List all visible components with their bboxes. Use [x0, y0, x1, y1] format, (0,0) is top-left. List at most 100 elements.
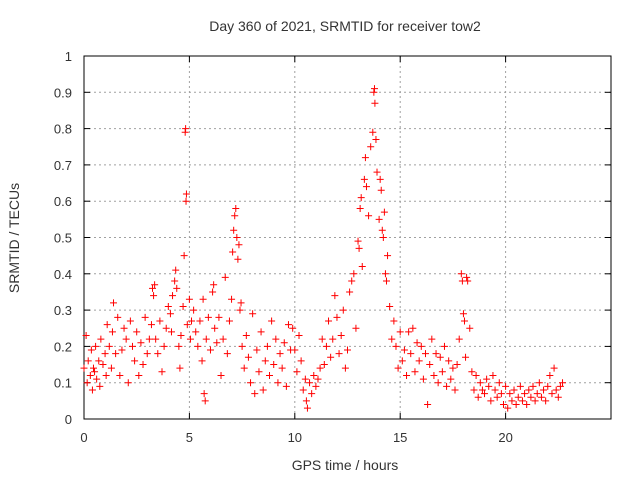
- data-point: [373, 168, 381, 176]
- data-point: [529, 382, 537, 390]
- data-point: [371, 99, 379, 107]
- y-tick-label: 0.6: [54, 194, 72, 209]
- data-point: [225, 317, 233, 325]
- data-point: [171, 277, 179, 285]
- data-point: [186, 335, 194, 343]
- data-point: [86, 371, 94, 379]
- data-point: [409, 324, 417, 332]
- y-axis-label: SRMTID / TECUs: [6, 183, 22, 293]
- data-point: [201, 397, 209, 405]
- data-point: [556, 382, 564, 390]
- data-point: [451, 386, 459, 394]
- data-point: [400, 346, 408, 354]
- data-point: [360, 175, 368, 183]
- y-tick-label: 0.1: [54, 376, 72, 391]
- data-point: [481, 390, 489, 398]
- data-point: [394, 364, 402, 372]
- data-point: [202, 335, 210, 343]
- data-point: [128, 342, 136, 350]
- data-point: [219, 335, 227, 343]
- data-point: [497, 390, 505, 398]
- data-point: [182, 125, 190, 133]
- data-point: [114, 313, 122, 321]
- data-point: [554, 393, 562, 401]
- data-point: [131, 357, 139, 365]
- data-point: [177, 332, 185, 340]
- data-point: [126, 317, 134, 325]
- data-point: [415, 357, 423, 365]
- data-point: [506, 390, 514, 398]
- data-point: [434, 379, 442, 387]
- data-point: [282, 382, 290, 390]
- data-point: [302, 397, 310, 405]
- data-point: [322, 342, 330, 350]
- x-axis-label: GPS time / hours: [292, 457, 399, 473]
- data-point: [261, 357, 269, 365]
- data-point: [289, 324, 297, 332]
- data-point: [93, 375, 101, 383]
- data-point: [531, 397, 539, 405]
- data-point: [167, 328, 175, 336]
- data-point: [375, 215, 383, 223]
- data-point: [276, 350, 284, 358]
- x-tick-label: 15: [393, 430, 407, 445]
- data-point: [145, 335, 153, 343]
- data-point: [548, 390, 556, 398]
- data-point: [247, 379, 255, 387]
- data-point: [154, 350, 162, 358]
- data-point: [124, 379, 132, 387]
- data-point: [535, 379, 543, 387]
- data-point: [166, 310, 174, 318]
- data-point: [235, 241, 243, 249]
- data-point: [192, 328, 200, 336]
- data-point: [372, 135, 380, 143]
- data-point: [158, 368, 166, 376]
- data-point: [102, 371, 110, 379]
- data-point: [462, 353, 470, 361]
- x-tick-label: 10: [288, 430, 302, 445]
- data-point: [188, 317, 196, 325]
- data-point: [270, 361, 278, 369]
- data-point: [242, 332, 250, 340]
- data-point: [306, 379, 314, 387]
- data-point: [337, 332, 345, 340]
- data-point: [291, 346, 299, 354]
- data-point: [295, 332, 303, 340]
- data-point: [483, 375, 491, 383]
- y-tick-label: 1: [65, 49, 72, 64]
- data-point: [176, 364, 184, 372]
- data-point: [470, 386, 478, 394]
- data-point: [83, 379, 91, 387]
- data-point: [228, 295, 236, 303]
- data-point: [333, 313, 341, 321]
- data-point: [510, 386, 518, 394]
- data-point: [152, 335, 160, 343]
- data-point: [80, 364, 88, 372]
- data-point: [459, 310, 467, 318]
- data-point: [308, 390, 316, 398]
- data-point: [453, 361, 461, 369]
- data-point: [91, 368, 99, 376]
- data-point: [417, 342, 425, 350]
- data-point: [149, 284, 157, 292]
- data-point: [341, 364, 349, 372]
- data-point: [378, 226, 386, 234]
- data-point: [370, 85, 378, 93]
- data-point: [183, 321, 191, 329]
- data-point: [108, 328, 116, 336]
- data-point: [474, 393, 482, 401]
- data-point: [199, 295, 207, 303]
- data-point: [559, 379, 567, 387]
- plot-frame: [83, 55, 612, 420]
- data-point: [160, 342, 168, 350]
- data-point: [215, 313, 223, 321]
- grid: [84, 56, 611, 419]
- data-point: [116, 371, 124, 379]
- data-point: [463, 273, 471, 281]
- data-point: [508, 397, 516, 405]
- data-point: [233, 234, 241, 241]
- data-point: [196, 317, 204, 325]
- data-point: [523, 400, 531, 408]
- data-point: [466, 324, 474, 332]
